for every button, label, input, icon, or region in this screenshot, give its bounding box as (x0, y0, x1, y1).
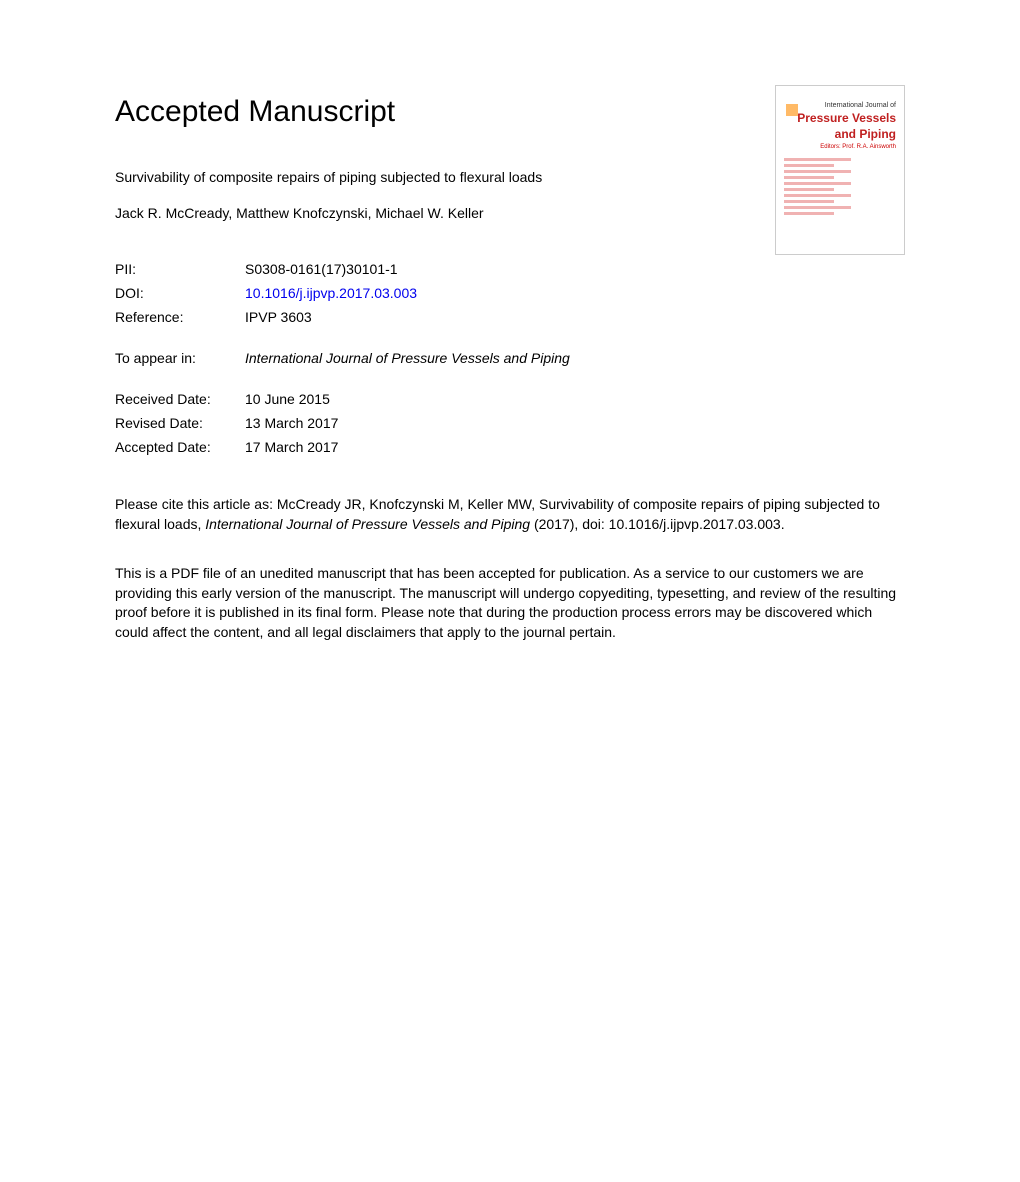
metadata-table: PII: S0308-0161(17)30101-1 DOI: 10.1016/… (115, 261, 905, 325)
received-row: Received Date: 10 June 2015 (115, 391, 905, 407)
accepted-value: 17 March 2017 (245, 439, 905, 455)
citation-journal: International Journal of Pressure Vessel… (205, 516, 530, 532)
reference-value: IPVP 3603 (245, 309, 905, 325)
reference-label: Reference: (115, 309, 245, 325)
appear-label: To appear in: (115, 350, 245, 366)
received-label: Received Date: (115, 391, 245, 407)
doi-label: DOI: (115, 285, 245, 301)
pii-label: PII: (115, 261, 245, 277)
revised-label: Revised Date: (115, 415, 245, 431)
cover-title-line2: and Piping (784, 127, 896, 141)
doi-row: DOI: 10.1016/j.ijpvp.2017.03.003 (115, 285, 905, 301)
cover-decorative-lines (784, 158, 896, 215)
accepted-label: Accepted Date: (115, 439, 245, 455)
cover-header-text: International Journal of (784, 102, 896, 109)
revised-row: Revised Date: 13 March 2017 (115, 415, 905, 431)
dates-table: Received Date: 10 June 2015 Revised Date… (115, 391, 905, 455)
appear-value: International Journal of Pressure Vessel… (245, 350, 905, 366)
journal-cover-thumbnail: International Journal of Pressure Vessel… (775, 85, 905, 255)
page-container: Accepted Manuscript International Journa… (0, 0, 1020, 643)
disclaimer-text: This is a PDF file of an unedited manusc… (115, 564, 905, 642)
pii-row: PII: S0308-0161(17)30101-1 (115, 261, 905, 277)
appear-table: To appear in: International Journal of P… (115, 350, 905, 366)
citation-suffix: (2017), doi: 10.1016/j.ijpvp.2017.03.003… (530, 516, 785, 532)
reference-row: Reference: IPVP 3603 (115, 309, 905, 325)
pii-value: S0308-0161(17)30101-1 (245, 261, 905, 277)
appear-row: To appear in: International Journal of P… (115, 350, 905, 366)
revised-value: 13 March 2017 (245, 415, 905, 431)
cover-editor-text: Editors: Prof. R.A. Ainsworth (784, 144, 896, 150)
publisher-logo-icon (786, 104, 798, 116)
journal-cover-inner: International Journal of Pressure Vessel… (784, 102, 896, 254)
accepted-row: Accepted Date: 17 March 2017 (115, 439, 905, 455)
received-value: 10 June 2015 (245, 391, 905, 407)
doi-link[interactable]: 10.1016/j.ijpvp.2017.03.003 (245, 285, 905, 301)
article-title: Survivability of composite repairs of pi… (115, 169, 675, 185)
cover-title-line1: Pressure Vessels (784, 111, 896, 125)
accepted-manuscript-heading: Accepted Manuscript (115, 95, 395, 129)
citation-text: Please cite this article as: McCready JR… (115, 495, 905, 534)
